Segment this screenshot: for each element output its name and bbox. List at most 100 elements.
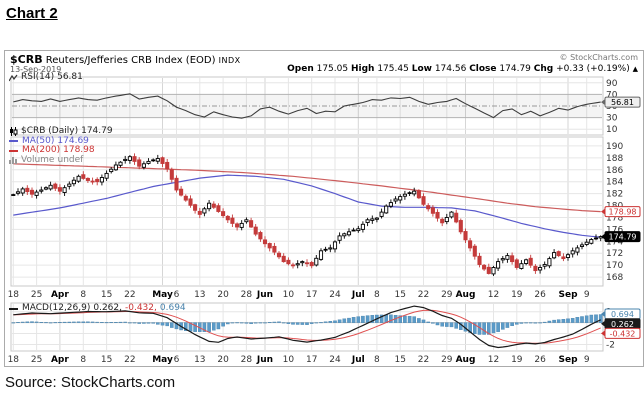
svg-text:25: 25 bbox=[31, 355, 42, 365]
stockchart-panel: 9070503010190188186184182180178176174172… bbox=[4, 50, 644, 367]
svg-text:22: 22 bbox=[124, 290, 135, 300]
svg-text:8: 8 bbox=[374, 355, 380, 365]
svg-text:20: 20 bbox=[217, 355, 229, 365]
page-title: Chart 2 bbox=[6, 5, 58, 22]
svg-text:22: 22 bbox=[418, 290, 429, 300]
macd-signal-value: -0.432, bbox=[125, 303, 157, 313]
volume-label: Volume bbox=[21, 154, 55, 165]
svg-text:29: 29 bbox=[441, 355, 453, 365]
copyright-text: © StockCharts.com bbox=[559, 53, 638, 62]
svg-text:26: 26 bbox=[534, 290, 546, 300]
svg-text:12: 12 bbox=[488, 355, 499, 365]
svg-text:Aug: Aug bbox=[456, 355, 476, 365]
price-series-label: $CRB (Daily) bbox=[21, 126, 79, 136]
close-value: 174.79 bbox=[499, 64, 531, 74]
svg-text:29: 29 bbox=[441, 290, 453, 300]
svg-text:-0.432: -0.432 bbox=[610, 329, 636, 338]
ma50-line-icon bbox=[9, 140, 18, 143]
svg-text:-2: -2 bbox=[606, 341, 615, 351]
low-label: Low bbox=[411, 64, 432, 74]
svg-text:Jun: Jun bbox=[256, 290, 273, 300]
indicator-icon bbox=[9, 74, 18, 82]
svg-text:15: 15 bbox=[394, 355, 405, 365]
open-label: Open bbox=[287, 64, 314, 74]
ma200-value: 178.98 bbox=[63, 145, 95, 155]
ma50-label: MA(50) bbox=[22, 135, 55, 146]
price-legend: $CRB (Daily) 174.79 MA(50) 174.69 MA(200… bbox=[9, 126, 113, 165]
svg-text:Jul: Jul bbox=[351, 355, 365, 365]
index-name: Reuters/Jefferies CRB Index (EOD) bbox=[45, 55, 216, 66]
svg-text:168: 168 bbox=[606, 273, 623, 283]
price-series-value: 174.79 bbox=[81, 126, 113, 136]
chg-label: Chg bbox=[533, 64, 554, 74]
svg-text:15: 15 bbox=[101, 290, 112, 300]
svg-text:178: 178 bbox=[606, 214, 623, 224]
svg-text:0.694: 0.694 bbox=[611, 310, 634, 319]
open-value: 175.05 bbox=[316, 64, 349, 74]
svg-text:19: 19 bbox=[511, 355, 523, 365]
volume-value: undef bbox=[57, 154, 84, 165]
high-label: High bbox=[350, 64, 375, 74]
candlestick-icon bbox=[10, 127, 18, 137]
svg-text:22: 22 bbox=[418, 355, 429, 365]
svg-text:18: 18 bbox=[8, 355, 20, 365]
svg-text:188: 188 bbox=[606, 154, 623, 164]
svg-text:30: 30 bbox=[606, 114, 618, 124]
macd-line-icon bbox=[9, 307, 18, 310]
svg-text:12: 12 bbox=[488, 290, 499, 300]
svg-text:24: 24 bbox=[329, 290, 341, 300]
svg-text:28: 28 bbox=[241, 355, 253, 365]
svg-text:19: 19 bbox=[511, 290, 523, 300]
svg-text:0.262: 0.262 bbox=[611, 320, 634, 329]
chart-canvas: 9070503010190188186184182180178176174172… bbox=[8, 76, 641, 365]
rsi-value: 56.81 bbox=[57, 72, 83, 82]
svg-text:8: 8 bbox=[374, 290, 380, 300]
low-value: 174.56 bbox=[434, 64, 467, 74]
svg-text:8: 8 bbox=[80, 290, 86, 300]
svg-text:174: 174 bbox=[606, 237, 623, 247]
svg-text:Apr: Apr bbox=[51, 355, 69, 365]
svg-text:Jun: Jun bbox=[256, 355, 273, 365]
volume-bars-icon bbox=[9, 157, 17, 165]
svg-text:17: 17 bbox=[306, 355, 317, 365]
up-arrow-icon: ▲ bbox=[632, 65, 638, 73]
svg-text:20: 20 bbox=[217, 290, 229, 300]
rsi-label: RSI(14) bbox=[21, 72, 55, 82]
svg-text:170: 170 bbox=[606, 261, 623, 271]
svg-text:26: 26 bbox=[534, 355, 546, 365]
source-attribution: Source: StockCharts.com bbox=[5, 374, 176, 391]
svg-text:25: 25 bbox=[31, 290, 42, 300]
svg-text:18: 18 bbox=[8, 290, 20, 300]
macd-value: 0.262, bbox=[93, 303, 122, 313]
svg-text:172: 172 bbox=[606, 249, 623, 259]
svg-text:190: 190 bbox=[606, 142, 623, 152]
svg-text:56.81: 56.81 bbox=[611, 98, 634, 107]
svg-text:15: 15 bbox=[394, 290, 405, 300]
svg-text:184: 184 bbox=[606, 178, 623, 188]
macd-hist-value: 0.694 bbox=[159, 303, 186, 313]
svg-text:8: 8 bbox=[80, 355, 86, 365]
close-label: Close bbox=[469, 64, 497, 74]
ma200-label: MA(200) bbox=[22, 145, 61, 155]
svg-text:6: 6 bbox=[174, 290, 180, 300]
svg-text:Aug: Aug bbox=[456, 290, 476, 300]
svg-text:28: 28 bbox=[241, 290, 253, 300]
svg-text:178.98: 178.98 bbox=[609, 208, 637, 217]
svg-text:Sep: Sep bbox=[558, 355, 578, 365]
svg-text:Sep: Sep bbox=[558, 290, 578, 300]
svg-text:Apr: Apr bbox=[51, 290, 69, 300]
chg-value: +0.33 (+0.19%) bbox=[556, 64, 630, 74]
macd-label: MACD(12,26,9) bbox=[22, 303, 91, 313]
svg-text:13: 13 bbox=[194, 290, 205, 300]
svg-text:May: May bbox=[152, 355, 173, 365]
svg-text:13: 13 bbox=[194, 355, 205, 365]
svg-text:10: 10 bbox=[283, 355, 295, 365]
svg-text:10: 10 bbox=[606, 125, 618, 135]
chart-header: $CRB Reuters/Jefferies CRB Index (EOD) I… bbox=[10, 53, 241, 66]
chart-date: 13-Sep-2019 bbox=[10, 65, 62, 74]
svg-text:174.79: 174.79 bbox=[609, 233, 637, 242]
svg-text:May: May bbox=[152, 290, 173, 300]
macd-legend: MACD(12,26,9) 0.262, -0.432, 0.694 bbox=[9, 303, 186, 314]
svg-text:22: 22 bbox=[124, 355, 135, 365]
